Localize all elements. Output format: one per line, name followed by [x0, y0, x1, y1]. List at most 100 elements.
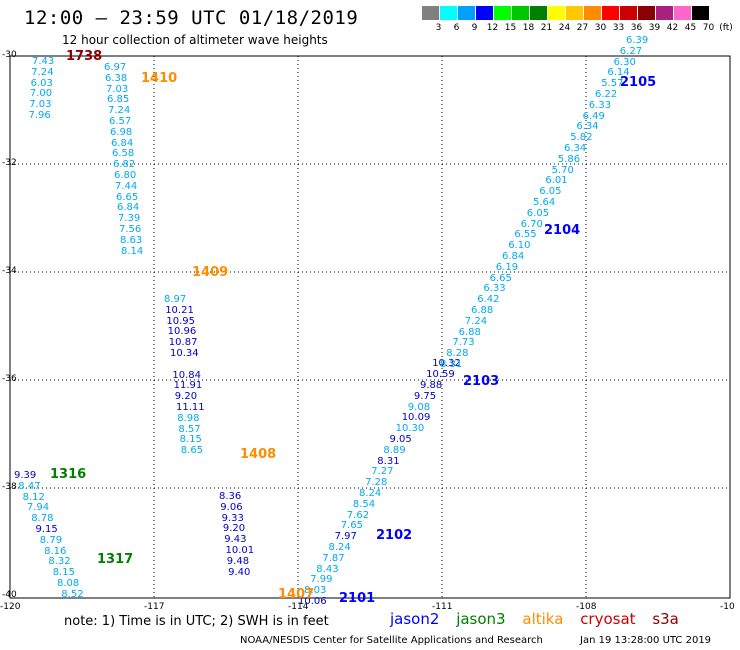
swh-value: 7.24: [108, 105, 131, 117]
swh-value: 6.84: [117, 202, 140, 214]
swh-value: 8.36: [219, 491, 242, 502]
swh-value: 8.97: [164, 294, 187, 305]
swh-value: 11.11: [176, 402, 205, 413]
swh-value: 9.40: [228, 566, 251, 578]
swh-value: 6.65: [489, 272, 512, 284]
swh-value: 7.00: [29, 88, 53, 100]
swh-value: 8.31: [377, 455, 400, 467]
legend-swatch: [476, 6, 493, 20]
swh-value: 8.89: [383, 444, 406, 456]
swh-value: 8.08: [57, 578, 80, 589]
legend-label: 18: [522, 23, 535, 33]
swh-value: 7.62: [346, 509, 370, 521]
swh-value: 6.65: [116, 191, 139, 203]
swh-value: 9.15: [35, 524, 58, 535]
satellite-key: jason2 jason3 altika cryosat s3a: [390, 610, 691, 628]
swh-value: 8.15: [179, 434, 202, 446]
swh-value: 10.06: [298, 596, 327, 607]
swh-value: 8.15: [52, 567, 75, 579]
swh-value: 8.54: [352, 498, 376, 510]
legend-label: 39: [648, 23, 661, 33]
swh-value: 8.28: [446, 348, 469, 360]
pass-number-label: 2103: [463, 374, 500, 389]
swh-value: 8.47: [18, 480, 41, 492]
swh-value: 10.96: [167, 326, 197, 338]
swh-value: 6.38: [105, 72, 128, 84]
legend-swatch: [674, 6, 691, 20]
legend-swatch: [566, 6, 583, 20]
swh-value: 7.99: [310, 574, 333, 586]
swh-value: 5.82: [570, 132, 593, 144]
swh-value: 6.85: [107, 94, 130, 106]
swh-value: 5.64: [533, 197, 556, 208]
legend-label: 42: [666, 23, 679, 33]
swh-value: 6.97: [104, 62, 127, 73]
swh-value: 9.48: [226, 555, 250, 567]
legend-swatch: [440, 6, 457, 20]
swh-value: 5.86: [557, 153, 581, 165]
swh-value: 6.33: [588, 99, 612, 111]
swh-value: 6.34: [564, 143, 587, 154]
pass-number-label: 2105: [620, 75, 657, 90]
legend-unit: (ft): [719, 23, 733, 33]
legend-label: 12: [486, 23, 499, 33]
credit-line: NOAA/NESDIS Center for Satellite Applica…: [240, 635, 543, 646]
swh-value: 6.10: [508, 240, 531, 252]
swh-value: 8.78: [31, 513, 54, 525]
swh-value: 7.03: [29, 99, 52, 111]
altimeter-track-map: 7.43 7.24 6.03 7.00 7.03 7.96 6.97 6.38 7.03 6.85…: [10, 35, 730, 607]
swh-value: 8.24: [328, 542, 351, 553]
sat-cryosat: cryosat: [580, 610, 636, 628]
swh-value: 8.03: [304, 585, 327, 597]
swh-value: 8.57: [178, 423, 201, 435]
swh-value: 7.87: [322, 552, 345, 564]
legend-swatch: [638, 6, 655, 20]
legend-swatch: [620, 6, 637, 20]
swh-value: 10.32: [432, 358, 461, 370]
pass-number-label: 1410: [141, 71, 178, 86]
pass-number-label: 1317: [97, 552, 134, 567]
swh-value: 6.27: [619, 45, 643, 57]
swh-value: 8.12: [22, 491, 45, 503]
legend-label: 3: [435, 23, 442, 33]
pass-number-label: 1738: [66, 49, 103, 64]
legend-swatch: [692, 6, 709, 20]
swh-value: 7.28: [365, 477, 388, 489]
swh-value: 5.70: [551, 164, 574, 176]
swh-value: 8.32: [48, 556, 71, 568]
swh-value: 6.82: [113, 159, 136, 171]
legend-swatch: [458, 6, 475, 20]
swh-value: 7.43: [32, 56, 55, 67]
swh-value: 6.84: [111, 137, 134, 149]
latitude-label: -38: [2, 482, 17, 492]
sat-altika: altika: [522, 610, 564, 628]
swh-value: 6.30: [613, 56, 636, 68]
swh-value: 6.80: [114, 170, 137, 181]
swh-value: 6.42: [477, 294, 500, 306]
swh-value: 7.44: [115, 180, 138, 192]
legend-label: 33: [612, 23, 625, 33]
swh-value: 9.75: [413, 390, 437, 402]
swh-value: 9.06: [220, 501, 243, 513]
swh-value: 10.21: [165, 304, 194, 316]
legend-swatch: [602, 6, 619, 20]
legend-swatch: [422, 6, 439, 20]
swh-value: 8.52: [61, 588, 84, 600]
swh-value: 7.97: [334, 531, 357, 543]
swh-value: 6.05: [539, 186, 562, 198]
swh-value: 6.88: [458, 326, 481, 338]
legend-label: 9: [471, 23, 478, 33]
legend-label: 24: [558, 23, 571, 33]
legend-label: 30: [594, 23, 607, 33]
sat-s3a: s3a: [652, 610, 679, 628]
swh-value: 6.01: [545, 175, 568, 187]
legend-swatch: [656, 6, 673, 20]
pass-number-label: 1409: [192, 265, 229, 280]
swh-value: 6.34: [576, 121, 599, 133]
legend-label: 27: [576, 23, 589, 33]
longitude-label: -108: [576, 602, 597, 612]
swh-value: 7.24: [31, 66, 54, 78]
pass-number-label: 2102: [376, 528, 413, 543]
swh-value: 7.65: [340, 520, 363, 532]
